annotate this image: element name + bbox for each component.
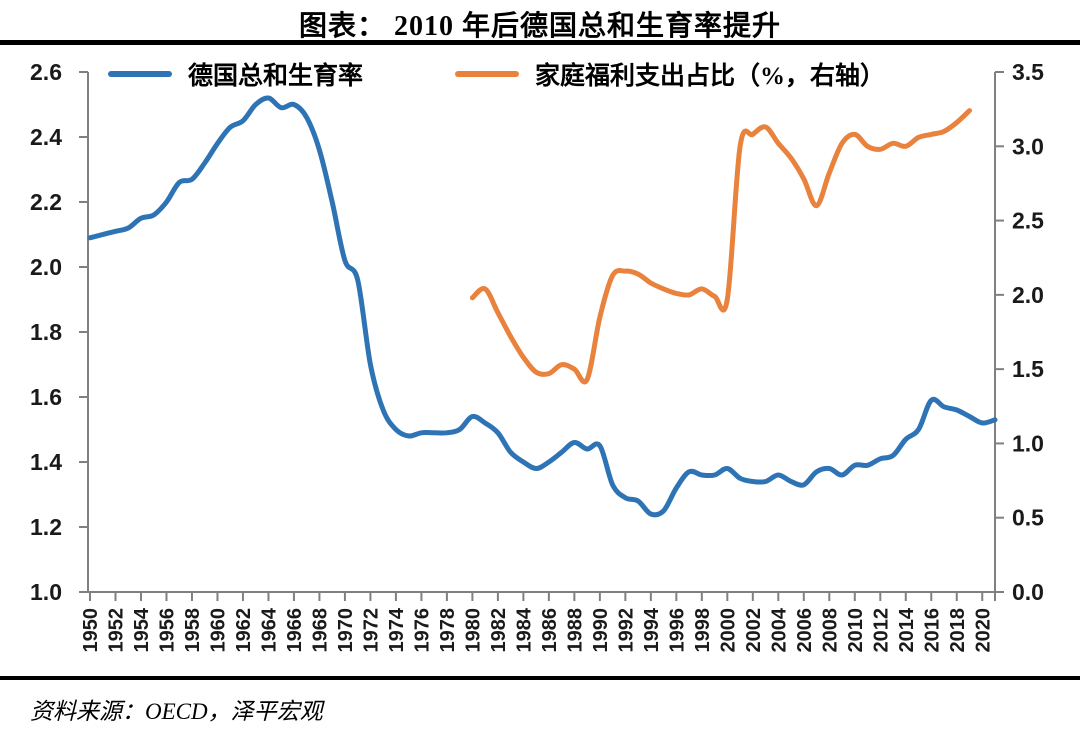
x-tick-label: 1954 <box>131 607 153 652</box>
y-left-tick-label: 1.2 <box>30 514 62 540</box>
x-tick-label: 1994 <box>641 607 663 652</box>
legend-line-swatch-blue <box>108 71 172 77</box>
x-tick-label: 1964 <box>258 607 280 652</box>
y-right-tick-label: 3.5 <box>1012 59 1044 85</box>
x-tick-label: 1996 <box>666 608 688 653</box>
x-tick-label: 2000 <box>717 608 739 653</box>
x-tick-label: 2006 <box>794 608 816 653</box>
x-tick-label: 1982 <box>488 608 510 653</box>
x-tick-label: 2018 <box>947 608 969 653</box>
x-tick-label: 2012 <box>870 608 892 653</box>
axis-frame <box>87 72 996 593</box>
x-tick-label: 1958 <box>182 608 204 653</box>
legend-label-welfare: 家庭福利支出占比（%，右轴） <box>535 63 886 90</box>
x-tick-label: 1968 <box>309 608 331 653</box>
series-line-welfare <box>469 108 972 385</box>
x-tick-label: 1990 <box>590 608 612 653</box>
x-tick-label: 1970 <box>335 608 357 653</box>
x-tick-label: 1962 <box>233 608 255 653</box>
x-tick-label: 1974 <box>386 607 408 652</box>
x-tick-label: 1956 <box>156 608 178 653</box>
chart-title: 图表： 2010 年后德国总和生育率提升 <box>298 11 781 42</box>
x-tick-label: 2016 <box>921 608 943 653</box>
legend-item-fertility: 德国总和生育率 <box>108 56 363 92</box>
y-left-tick-label: 1.8 <box>30 319 62 345</box>
x-tick-label: 1984 <box>513 607 535 652</box>
footer-divider <box>0 676 1080 680</box>
x-tick-label: 1992 <box>615 608 637 653</box>
x-tick-label: 2008 <box>819 608 841 653</box>
y-right-tick-label: 2.0 <box>1012 282 1044 308</box>
x-tick-label: 2010 <box>845 608 867 653</box>
y-right-tick-label: 3.0 <box>1012 133 1044 159</box>
source-note: 资料来源：OECD，泽平宏观 <box>30 699 323 724</box>
x-tick-label: 1988 <box>564 608 586 653</box>
y-left-tick-label: 1.0 <box>30 579 62 605</box>
legend-label-fertility: 德国总和生育率 <box>188 63 364 90</box>
y-right-tick-label: 0.0 <box>1012 579 1044 605</box>
legend-item-welfare: 家庭福利支出占比（%，右轴） <box>455 56 885 92</box>
x-tick-label: 1978 <box>437 608 459 653</box>
y-left-tick-label: 1.6 <box>30 384 62 410</box>
y-left-tick-label: 2.2 <box>30 189 62 215</box>
x-tick-label: 2014 <box>896 607 918 652</box>
x-tick-label: 1972 <box>360 608 382 653</box>
chart-plot: 2.6 2.4 2.2 2.0 1.8 1.6 1.4 1.2 1.0 3.5 3.0 2.5 2.0 1… <box>30 59 1044 653</box>
x-tick-label: 1998 <box>692 608 714 653</box>
x-tick-label: 1952 <box>105 608 127 653</box>
y-right-tick-label: 1.5 <box>1012 356 1044 382</box>
legend-line-swatch-orange <box>455 71 520 77</box>
x-tick-label: 2020 <box>972 608 994 653</box>
x-tick-label: 1960 <box>207 608 229 653</box>
chart-legend: 德国总和生育率 家庭福利支出占比（%，右轴） <box>108 56 885 92</box>
x-tick-label: 2004 <box>768 607 790 652</box>
x-tick-label: 2002 <box>743 608 765 653</box>
y-left-tick-label: 2.6 <box>30 59 62 85</box>
series-line-fertility <box>87 95 998 518</box>
x-tick-label: 1966 <box>284 608 306 653</box>
y-right-tick-label: 1.0 <box>1012 430 1044 456</box>
title-divider <box>0 39 1080 45</box>
x-tick-label: 1980 <box>462 608 484 653</box>
x-tick-label: 1986 <box>539 608 561 653</box>
x-tick-label: 1950 <box>80 608 102 653</box>
y-right-tick-label: 0.5 <box>1012 505 1044 531</box>
x-tick-label: 1976 <box>411 608 433 653</box>
y-right-tick-label: 2.5 <box>1012 208 1044 234</box>
y-left-tick-label: 2.4 <box>30 124 62 150</box>
y-left-tick-label: 1.4 <box>30 449 62 475</box>
y-left-tick-label: 2.0 <box>30 254 62 280</box>
